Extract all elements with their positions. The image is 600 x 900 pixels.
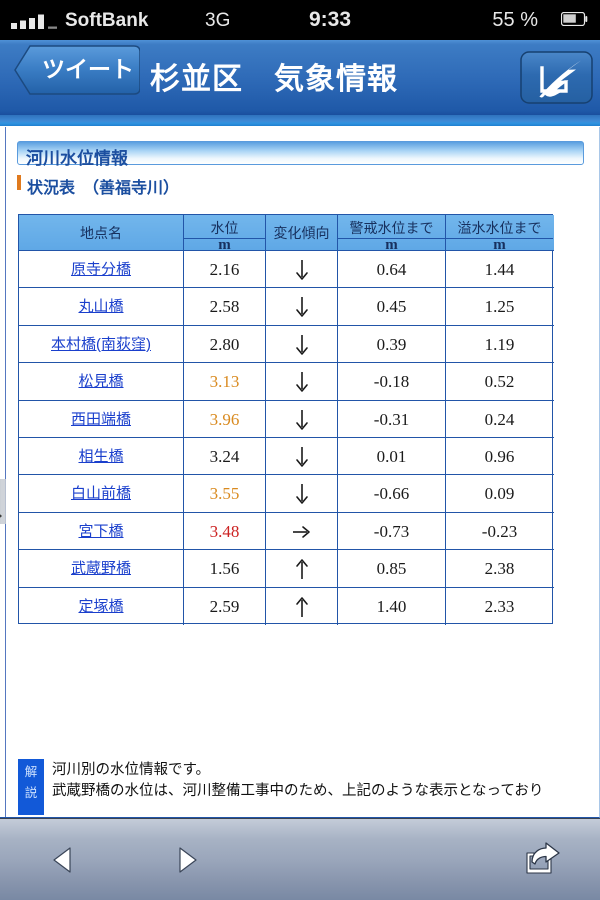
svg-text:ツイート: ツイート: [42, 56, 134, 82]
